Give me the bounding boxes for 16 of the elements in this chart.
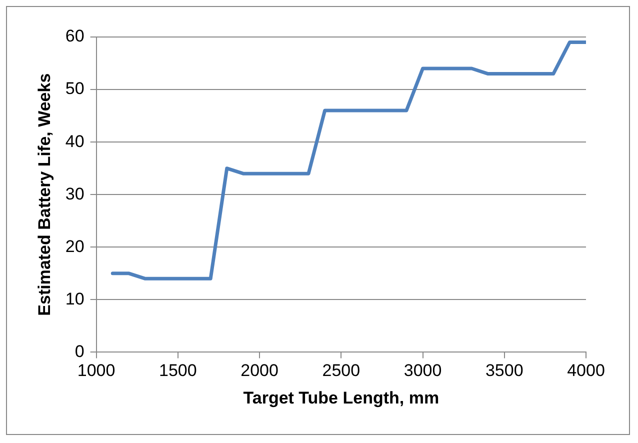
y-tick-label: 20 — [65, 236, 84, 256]
y-tick-label: 40 — [65, 132, 84, 151]
y-tick-label: 30 — [65, 184, 84, 204]
y-tick-label: 0 — [74, 342, 84, 361]
y-tick-label: 10 — [65, 289, 84, 308]
x-tick-label: 3000 — [404, 361, 442, 380]
x-tick-label: 2000 — [240, 361, 278, 380]
x-tick-label: 3500 — [485, 361, 524, 380]
x-tick-label: 2500 — [322, 361, 360, 380]
y-axis-title: Estimated Battery Life, Weeks — [34, 73, 54, 316]
x-axis-title: Target Tube Length, mm — [243, 388, 440, 408]
x-tick-label: 4000 — [567, 361, 605, 380]
x-tick-label: 1500 — [159, 361, 197, 380]
y-tick-label: 50 — [65, 79, 84, 98]
y-tick-label: 60 — [65, 26, 84, 46]
x-tick-label: 1000 — [77, 361, 116, 380]
